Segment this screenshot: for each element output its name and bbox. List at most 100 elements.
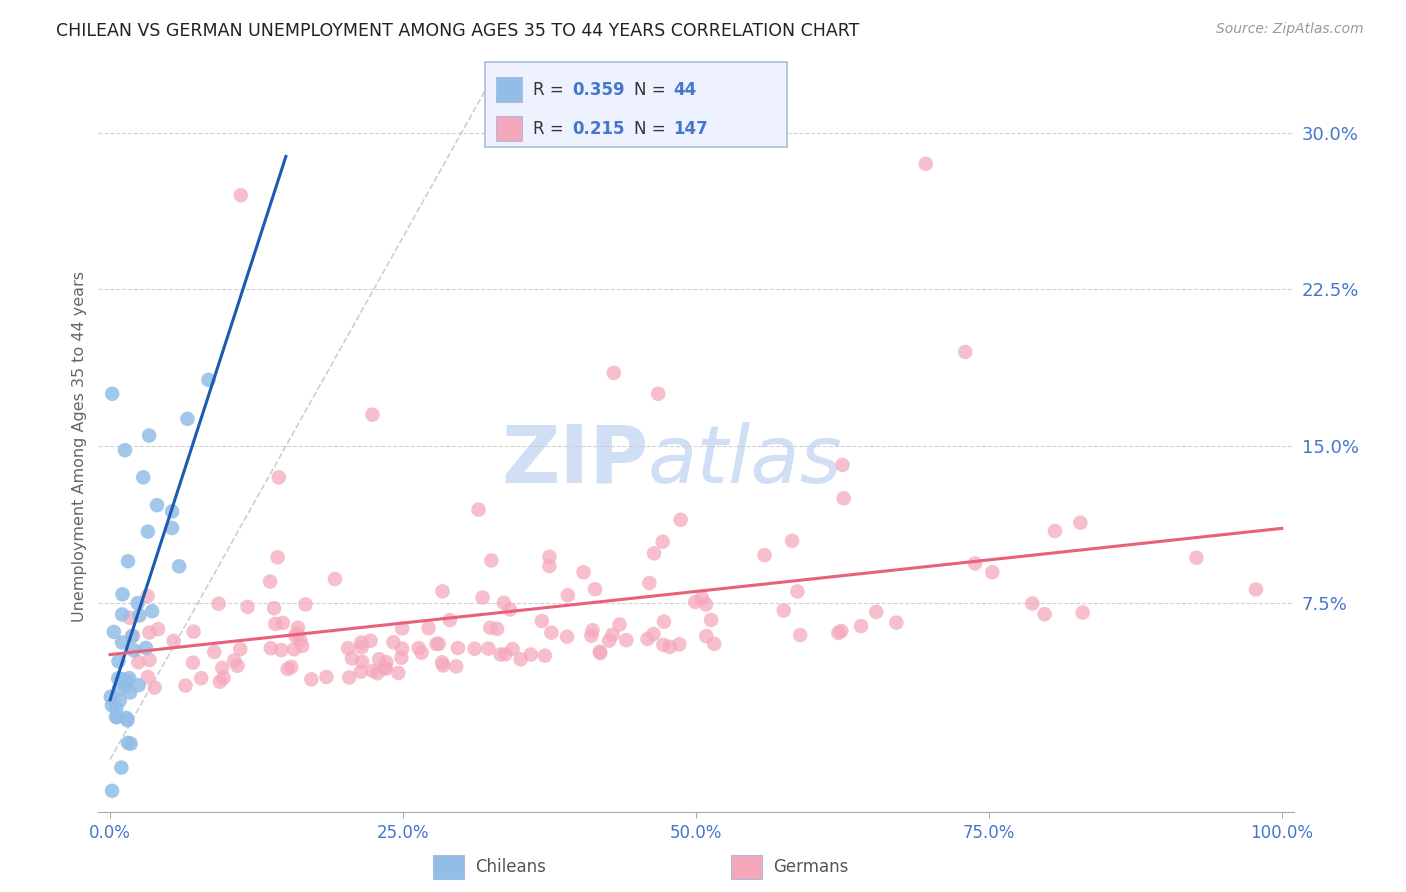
Point [110,761,132,775]
Point [236,599,259,614]
Point [108,681,131,696]
Point [827,626,849,640]
Point [479,621,502,635]
Point [651,534,673,549]
Point [111,635,134,649]
Point [211,661,233,675]
Point [352,655,374,669]
Point [700,613,723,627]
Point [197,373,219,387]
Point [118,611,141,625]
Point [411,646,433,660]
Point [614,633,637,648]
Point [389,650,412,665]
Point [127,596,149,610]
Point [981,566,1004,580]
Point [832,491,855,506]
Point [120,685,142,699]
Point [105,710,128,724]
Point [589,646,612,660]
Point [609,617,631,632]
Point [128,678,150,692]
Point [786,584,808,599]
Point [284,629,307,643]
Point [138,653,160,667]
Point [260,641,283,656]
Point [105,701,128,715]
Point [212,671,235,685]
Point [128,608,150,623]
Point [865,605,887,619]
Point [229,642,252,657]
Point [146,498,169,512]
Point [340,651,363,665]
Point [190,671,212,685]
Text: N =: N = [634,120,671,137]
Point [1244,582,1267,597]
Point [1069,516,1091,530]
Point [117,736,139,750]
Point [540,625,562,640]
Point [598,633,620,648]
Point [136,670,159,684]
Point [162,633,184,648]
Point [108,693,131,707]
Point [136,524,159,539]
Text: R =: R = [533,120,569,137]
Point [111,587,134,601]
Point [115,674,138,689]
Point [831,458,853,472]
Point [271,615,294,630]
Point [534,648,557,663]
Point [122,643,145,657]
Point [603,366,626,380]
Point [430,656,453,670]
Point [114,673,136,688]
Point [101,386,124,401]
Point [643,627,665,641]
Point [374,661,396,675]
Point [107,654,129,668]
Point [266,550,288,565]
Point [290,632,312,647]
Point [270,643,292,657]
Point [160,521,183,535]
Point [538,559,561,574]
Point [337,670,360,684]
Point [374,661,396,675]
Point [111,672,134,686]
Point [160,504,183,518]
Point [886,615,908,630]
Point [132,470,155,484]
Point [224,654,246,668]
Point [444,659,467,673]
Point [538,549,561,564]
Point [668,637,690,651]
Point [638,576,661,591]
Point [1185,550,1208,565]
Point [208,597,231,611]
Point [120,737,142,751]
Point [647,386,669,401]
Text: 0.359: 0.359 [572,80,624,98]
Point [492,596,515,610]
Point [141,604,163,618]
Point [138,625,160,640]
Point [264,616,287,631]
Point [477,641,499,656]
Text: CHILEAN VS GERMAN UNEMPLOYMENT AMONG AGES 35 TO 44 YEARS CORRELATION CHART: CHILEAN VS GERMAN UNEMPLOYMENT AMONG AGE… [56,22,859,40]
Point [107,672,129,686]
Point [408,640,430,655]
Point [427,637,450,651]
Point [572,566,595,580]
Text: Germans: Germans [773,858,849,876]
Point [208,674,231,689]
Point [387,665,409,680]
Y-axis label: Unemployment Among Ages 35 to 44 years: Unemployment Among Ages 35 to 44 years [72,270,87,622]
Point [637,632,659,646]
Point [114,443,136,458]
Point [695,598,717,612]
Point [432,658,454,673]
Point [780,533,803,548]
Point [1071,606,1094,620]
